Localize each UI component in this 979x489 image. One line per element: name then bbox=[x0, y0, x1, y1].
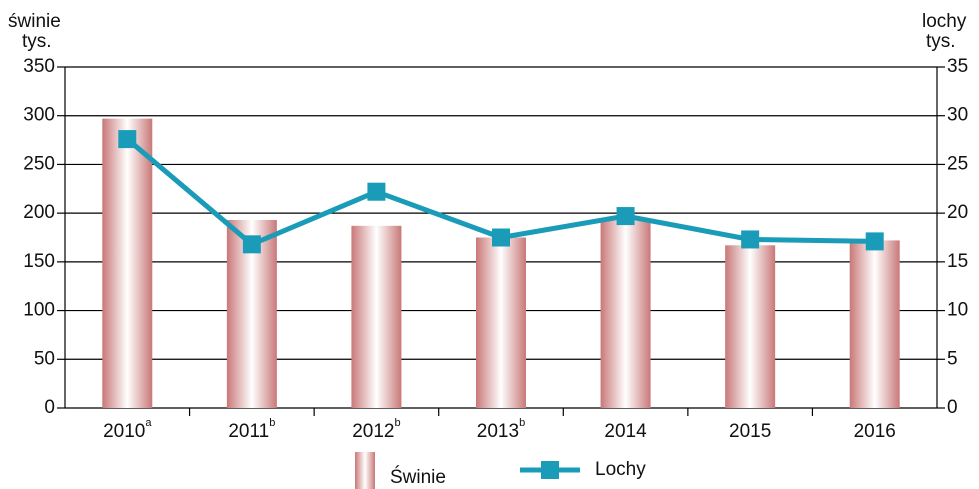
marker bbox=[741, 230, 760, 249]
bar bbox=[849, 240, 900, 408]
y-axis-label: świnie bbox=[8, 11, 61, 32]
y-tick-label: 250 bbox=[23, 153, 55, 174]
legend-label: Lochy bbox=[595, 459, 646, 480]
x-tick-label-text: 2011 bbox=[228, 421, 269, 442]
x-tick-note: b bbox=[519, 417, 525, 429]
marker bbox=[367, 182, 386, 201]
bar bbox=[476, 237, 526, 408]
bar bbox=[600, 219, 651, 408]
x-tick-label: 2016 bbox=[854, 421, 896, 442]
y-tick-label: 150 bbox=[23, 251, 55, 272]
x-tick-label-text: 2010 bbox=[103, 421, 145, 442]
marker bbox=[865, 232, 884, 251]
x-tick-label: 2013b bbox=[477, 417, 525, 442]
y2-tick-label: 10 bbox=[947, 300, 968, 321]
y2-tick-label: 35 bbox=[947, 56, 968, 77]
y2-tick-label: 20 bbox=[947, 202, 968, 223]
y2-tick-label: 25 bbox=[947, 153, 968, 174]
x-tick-label: 2015 bbox=[729, 421, 771, 442]
y2-tick-label: 30 bbox=[947, 105, 968, 126]
y2-tick-label: 0 bbox=[947, 397, 958, 418]
y-tick-label: 350 bbox=[23, 56, 55, 77]
y-tick-label: 0 bbox=[44, 397, 55, 418]
y-tick-label: 50 bbox=[34, 348, 55, 369]
marker bbox=[118, 130, 137, 149]
x-tick-label-text: 2014 bbox=[604, 421, 647, 442]
x-tick-label-text: 2015 bbox=[729, 421, 771, 442]
legend-swatch bbox=[355, 452, 375, 489]
x-tick-note: b bbox=[395, 417, 401, 429]
y2-tick-label: 5 bbox=[947, 348, 958, 369]
x-tick-label-text: 2012 bbox=[352, 421, 394, 442]
y2-tick-label: 15 bbox=[947, 251, 968, 272]
marker bbox=[242, 235, 261, 254]
x-tick-label: 2012b bbox=[352, 417, 400, 442]
y-tick-label: 100 bbox=[23, 300, 55, 321]
x-tick-label: 2014 bbox=[604, 421, 647, 442]
bar bbox=[725, 245, 776, 408]
bar bbox=[102, 118, 153, 408]
x-tick-label-text: 2013 bbox=[477, 421, 519, 442]
legend-marker bbox=[541, 461, 559, 479]
x-tick-label: 2010a bbox=[103, 417, 152, 442]
y2-axis-unit: tys. bbox=[926, 31, 956, 52]
x-tick-label-text: 2016 bbox=[854, 421, 896, 442]
x-tick-note: b bbox=[269, 417, 275, 429]
y-tick-label: 300 bbox=[23, 105, 55, 126]
x-tick-note: a bbox=[145, 417, 152, 429]
bar bbox=[351, 225, 402, 408]
legend-label: Świnie bbox=[390, 466, 446, 488]
x-tick-label: 2011b bbox=[228, 417, 275, 442]
marker bbox=[492, 228, 510, 247]
y-axis-unit: tys. bbox=[22, 31, 52, 52]
y2-axis-label: lochy bbox=[922, 11, 967, 32]
marker bbox=[616, 207, 635, 226]
y-tick-label: 200 bbox=[23, 202, 55, 223]
